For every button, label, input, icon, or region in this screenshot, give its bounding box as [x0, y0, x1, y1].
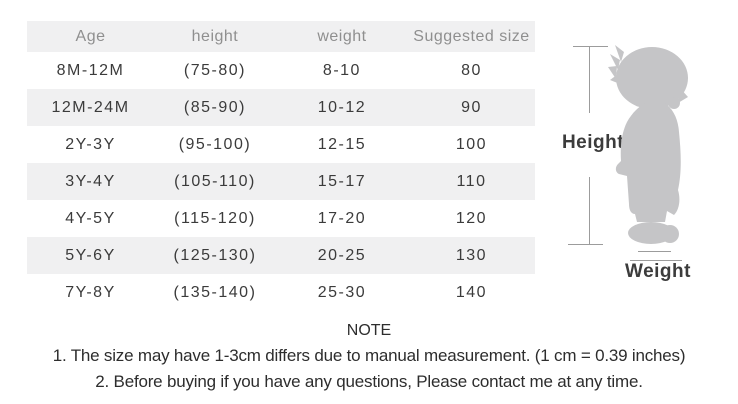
height-cell: (135-140) — [173, 283, 257, 301]
age-cell: 5Y-6Y — [65, 246, 116, 264]
height-cell: (105-110) — [174, 172, 256, 190]
size-cell: 130 — [455, 246, 488, 264]
height-arrow-lower-line — [589, 177, 590, 245]
age-cell: 7Y-8Y — [65, 283, 116, 301]
height-cell: (75-80) — [183, 61, 246, 79]
size-cell: 140 — [455, 283, 488, 301]
height-label: Height — [561, 132, 625, 153]
height-arrow-upper-line — [589, 47, 590, 113]
note-title: NOTE — [346, 322, 392, 339]
age-cell: 8M-12M — [56, 61, 125, 79]
table-row: 7Y-8Y (135-140) 25-30 140 — [27, 274, 535, 311]
note-section: NOTE 1. The size may have 1-3cm differs … — [0, 322, 738, 395]
table-row: 8M-12M (75-80) 8-10 80 — [27, 52, 535, 89]
weight-cell: 17-20 — [317, 209, 367, 227]
weight-label: Weight — [625, 261, 691, 282]
weight-underline-long — [630, 260, 682, 261]
weight-cell: 8-10 — [322, 61, 361, 79]
note-line-1: 1. The size may have 1-3cm differs due t… — [52, 346, 686, 365]
size-cell: 80 — [461, 61, 482, 79]
note-line-2: 2. Before buying if you have any questio… — [95, 372, 643, 391]
weight-cell: 15-17 — [317, 172, 367, 190]
age-cell: 12M-24M — [51, 98, 130, 116]
size-cell: 100 — [455, 135, 488, 153]
child-silhouette-icon — [608, 45, 688, 244]
age-cell: 3Y-4Y — [65, 172, 116, 190]
height-arrow-bottom-cap — [568, 244, 603, 245]
table-header-row: Age height weight Suggested size — [27, 21, 535, 52]
column-header-height: height — [191, 27, 239, 45]
size-cell: 110 — [456, 172, 487, 190]
weight-cell: 12-15 — [317, 135, 367, 153]
size-cell: 90 — [461, 98, 482, 116]
size-chart-table: Age height weight Suggested size 8M-12M … — [27, 21, 535, 311]
weight-cell: 25-30 — [317, 283, 367, 301]
height-cell: (95-100) — [178, 135, 252, 153]
table-row: 5Y-6Y (125-130) 20-25 130 — [27, 237, 535, 274]
height-cell: (85-90) — [183, 98, 246, 116]
age-cell: 4Y-5Y — [65, 209, 116, 227]
size-cell: 120 — [455, 209, 488, 227]
weight-underline-short — [638, 251, 671, 252]
table-row: 2Y-3Y (95-100) 12-15 100 — [27, 126, 535, 163]
table-row: 12M-24M (85-90) 10-12 90 — [27, 89, 535, 126]
column-header-weight: weight — [317, 27, 367, 45]
table-row: 3Y-4Y (105-110) 15-17 110 — [27, 163, 535, 200]
age-cell: 2Y-3Y — [65, 135, 116, 153]
height-cell: (115-120) — [174, 209, 256, 227]
weight-cell: 10-12 — [317, 98, 367, 116]
weight-cell: 20-25 — [317, 246, 367, 264]
column-header-age: Age — [75, 27, 106, 45]
height-arrow-top-cap — [573, 46, 608, 47]
table-row: 4Y-5Y (115-120) 17-20 120 — [27, 200, 535, 237]
column-header-suggested-size: Suggested size — [413, 27, 530, 45]
height-cell: (125-130) — [173, 246, 257, 264]
